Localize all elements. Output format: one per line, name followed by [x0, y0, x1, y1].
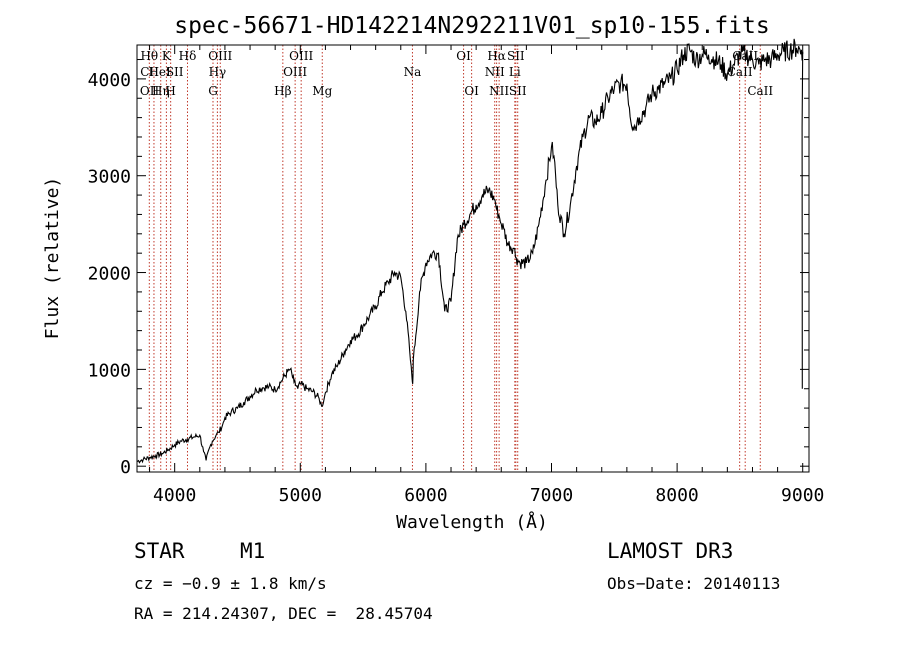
coordinates: RA = 214.24307, DEC = 28.45704 — [134, 604, 433, 623]
x-axis: 4000 5000 6000 7000 8000 9000 — [149, 45, 824, 506]
y-tick-label: 2000 — [88, 264, 131, 285]
x-tick-label: 4000 — [153, 485, 196, 506]
x-tick-label: 6000 — [404, 485, 447, 506]
spectral-line-label: NII — [489, 84, 509, 98]
spectral-line-label: Hη — [152, 84, 170, 98]
spectral-line-label: Hγ — [209, 65, 227, 79]
spectral-line-label: G — [208, 84, 218, 98]
object-class: STAR — [134, 539, 185, 563]
spectral-line-label: K — [162, 49, 172, 63]
object-subclass: M1 — [240, 539, 266, 563]
spectral-line-label: OII — [140, 84, 160, 98]
y-tick-label: 4000 — [88, 70, 131, 91]
spectral-line-label: Na — [404, 65, 422, 79]
flux-series-line — [136, 38, 804, 464]
x-tick-label: 7000 — [530, 485, 573, 506]
spectral-line-label: HeI — [148, 65, 171, 79]
spectral-line-label: CII — [140, 65, 159, 79]
x-axis-label: Wavelength (Å) — [396, 511, 548, 533]
spectral-line-label: Li — [509, 65, 521, 79]
plot-frame — [136, 44, 810, 473]
spectral-line-label: CaII — [727, 65, 753, 79]
spectral-line-label: SII — [507, 49, 525, 63]
spectral-line-label: NII — [485, 65, 505, 79]
x-tick-label: 8000 — [655, 485, 698, 506]
spectral-line-label: CaII — [747, 84, 773, 98]
spectral-line-label: Hβ — [274, 84, 291, 98]
spectral-line-label: SII — [166, 65, 184, 79]
spectral-line-label: SII — [509, 84, 527, 98]
spectral-line-label: OIII — [289, 49, 313, 63]
y-axis-label: Flux (relative) — [42, 177, 63, 340]
y-axis: 0 1000 2000 3000 4000 — [88, 59, 809, 478]
spectral-line-label: OI — [456, 49, 471, 63]
spectral-line-label: OIII — [208, 49, 232, 63]
spectral-line-label: Hα — [487, 49, 506, 63]
line-annotations: Hθ CII OII K HeI Hη Hδ SII H OIII Hγ G OIII OIII Hβ Mg N… — [140, 49, 774, 98]
spectral-line-label: Hδ — [179, 49, 197, 63]
y-tick-label: 3000 — [88, 167, 131, 188]
chart-title: spec-56671-HD142214N292211V01_sp10-155.f… — [174, 13, 769, 39]
spectral-line-label: H — [165, 84, 175, 98]
y-tick-label: 1000 — [88, 360, 131, 381]
redshift-cz: cz = −0.9 ± 1.8 km/s — [134, 574, 327, 593]
x-tick-label: 5000 — [279, 485, 322, 506]
y-tick-label: 0 — [120, 457, 131, 478]
spectral-line-label: OI — [464, 84, 479, 98]
spectral-line-label: OIII — [283, 65, 307, 79]
spectral-line-label: Hθ — [140, 49, 158, 63]
spectral-line-label: Mg — [312, 84, 332, 98]
obs-date: Obs−Date: 20140113 — [607, 574, 781, 593]
survey-name: LAMOST DR3 — [607, 539, 734, 563]
x-tick-label: 9000 — [781, 485, 824, 506]
line-markers — [148, 45, 761, 472]
